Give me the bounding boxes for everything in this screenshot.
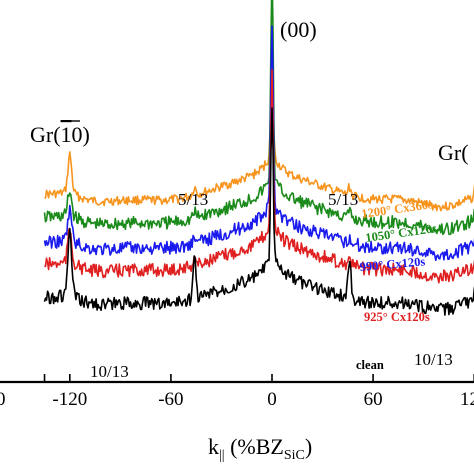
gr-left-bar-digit: 1: [61, 122, 72, 147]
series-line: [43, 25, 474, 262]
peak-00-label: (00): [280, 17, 317, 42]
x-tick-label: -120: [52, 389, 87, 410]
x-tick-label: 120: [460, 389, 474, 410]
traces-group: [43, 0, 474, 316]
frac-5-13-right: 5/13: [328, 190, 358, 209]
x-ticks: -120 -60 0 60 120 0: [0, 374, 474, 410]
frac-10-13-right: 10/13: [414, 350, 453, 369]
series-label: 925° Cx120s: [364, 310, 430, 324]
series-line: [43, 0, 474, 236]
gr-right-label: Gr(: [438, 140, 469, 165]
series-line: [44, 69, 474, 284]
x-tick-label: 60: [364, 389, 383, 410]
series-line: [44, 58, 474, 212]
x-tick-label: -60: [158, 389, 183, 410]
series-label: 1200° Cx360s: [360, 197, 433, 221]
series-label: clean: [356, 358, 384, 372]
x-axis-label: k|| (%BZSiC): [208, 434, 312, 463]
x-tick-label: 0: [0, 389, 6, 410]
frac-10-13-left: 10/13: [90, 362, 129, 381]
series-line: [43, 107, 474, 316]
series-label: 990° Cx120s: [359, 254, 426, 274]
gr-left-label: Gr(10): [30, 122, 90, 147]
frac-5-13-left: 5/13: [178, 190, 208, 209]
x-tick-label: 0: [267, 389, 277, 410]
